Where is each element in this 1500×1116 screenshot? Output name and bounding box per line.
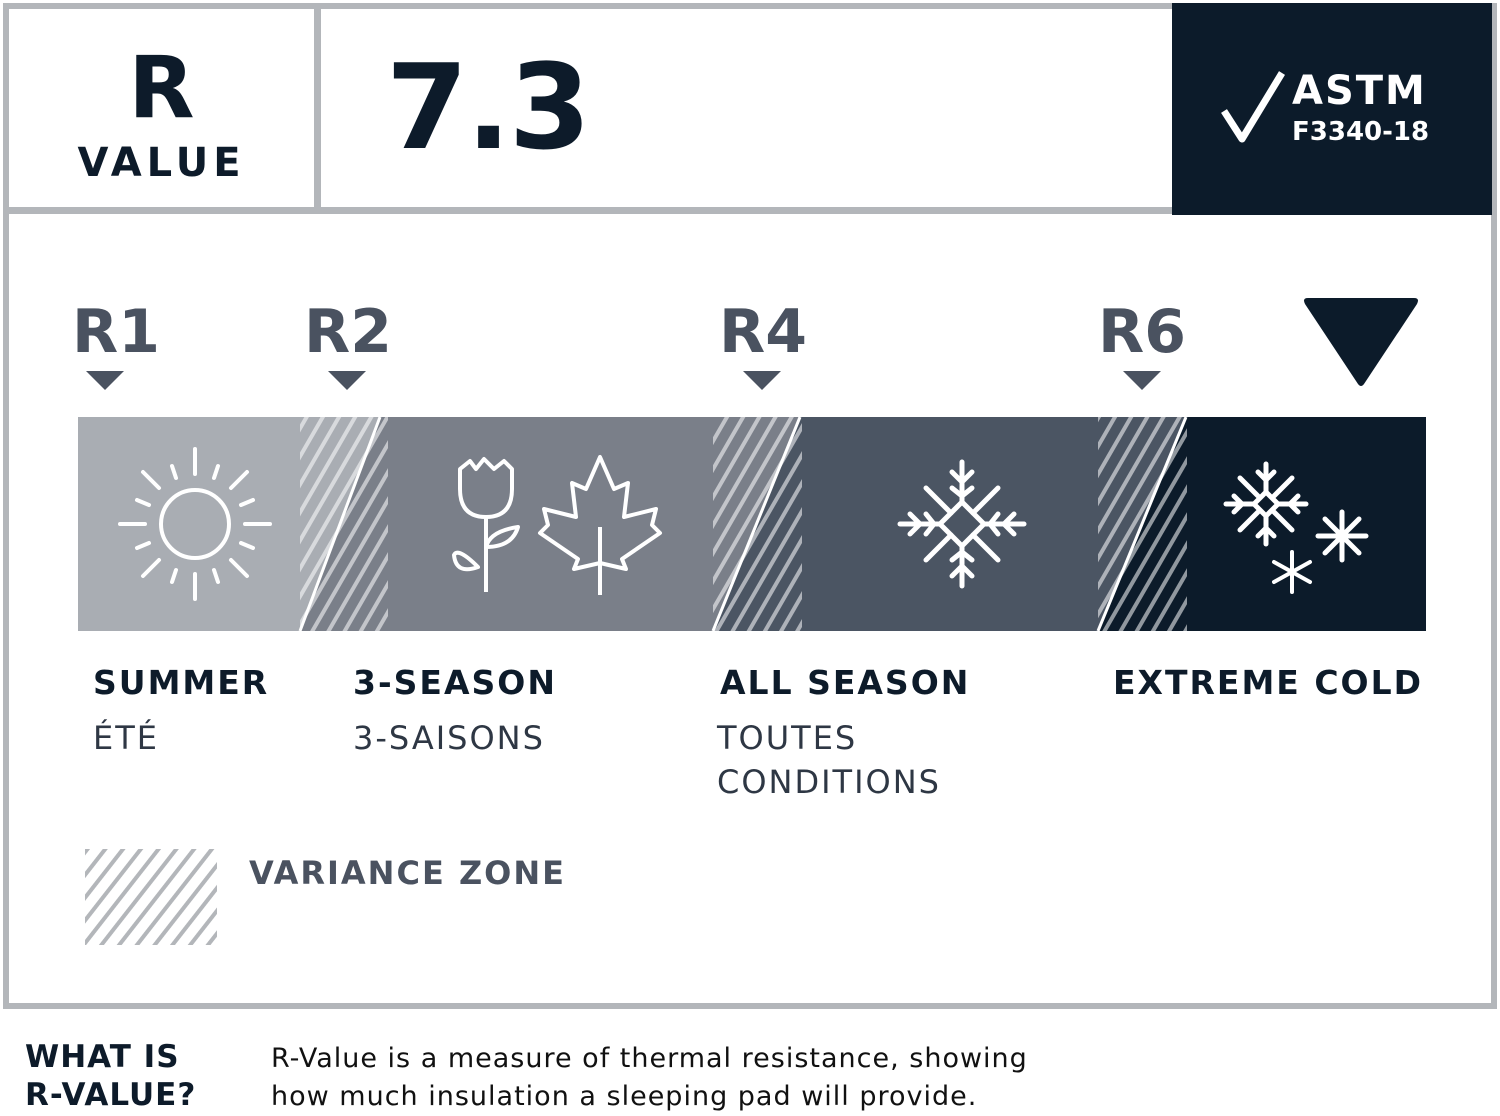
footer-description-line1: R-Value is a measure of thermal resistan… bbox=[271, 1043, 1028, 1074]
category-all-season: ALL SEASON bbox=[720, 663, 971, 702]
astm-name: ASTM bbox=[1292, 68, 1427, 114]
variance-zone-swatch bbox=[85, 849, 217, 945]
header-vertical-divider bbox=[314, 3, 321, 211]
maple-leaf-icon bbox=[538, 455, 662, 595]
checkmark-icon bbox=[1221, 71, 1285, 143]
footer-description: R-Value is a measure of thermal resistan… bbox=[271, 1040, 1028, 1116]
marker-r2-label: R2 bbox=[304, 297, 392, 367]
footer-heading-line2: R-VALUE? bbox=[25, 1077, 197, 1113]
sun-icon bbox=[118, 447, 272, 601]
snowflakes-icon bbox=[1223, 461, 1369, 594]
footer-heading-line1: WHAT IS bbox=[25, 1039, 180, 1075]
category-summer: SUMMER bbox=[93, 663, 270, 702]
astm-badge: ASTM F3340-18 bbox=[1172, 3, 1492, 215]
value-word: VALUE bbox=[77, 140, 246, 186]
category-3-season-fr: 3-SAISONS bbox=[353, 719, 545, 757]
category-all-season-fr-line2: CONDITIONS bbox=[717, 763, 941, 801]
tulip-icon bbox=[452, 457, 520, 592]
marker-r6-triangle-icon bbox=[1123, 371, 1161, 390]
category-summer-fr: ÉTÉ bbox=[93, 719, 159, 757]
snowflake-icon bbox=[897, 459, 1027, 589]
marker-r6-label: R6 bbox=[1098, 297, 1186, 367]
header-divider bbox=[3, 207, 1497, 214]
category-extreme-cold: EXTREME COLD bbox=[1113, 663, 1424, 702]
r-letter: R bbox=[128, 38, 195, 138]
product-marker-triangle-icon bbox=[1304, 298, 1418, 386]
marker-r4-triangle-icon bbox=[743, 371, 781, 390]
r-value-scale-bar bbox=[78, 417, 1426, 631]
r-value-label: R VALUE bbox=[9, 9, 314, 207]
category-all-season-fr: TOUTES CONDITIONS bbox=[717, 716, 941, 804]
r-value-number: 7.3 bbox=[386, 38, 591, 176]
astm-standard: F3340-18 bbox=[1292, 117, 1430, 147]
marker-r2-triangle-icon bbox=[328, 371, 366, 390]
variance-zone-label: VARIANCE ZONE bbox=[249, 854, 566, 892]
footer-description-line2: how much insulation a sleeping pad will … bbox=[271, 1081, 978, 1112]
marker-r1-label: R1 bbox=[72, 297, 160, 367]
footer-heading: WHAT IS R-VALUE? bbox=[25, 1038, 196, 1114]
marker-r4-label: R4 bbox=[719, 297, 807, 367]
marker-r1-triangle-icon bbox=[86, 371, 124, 390]
category-all-season-fr-line1: TOUTES bbox=[717, 719, 858, 757]
category-3-season: 3-SEASON bbox=[353, 663, 557, 702]
infographic-frame bbox=[3, 3, 1497, 1009]
